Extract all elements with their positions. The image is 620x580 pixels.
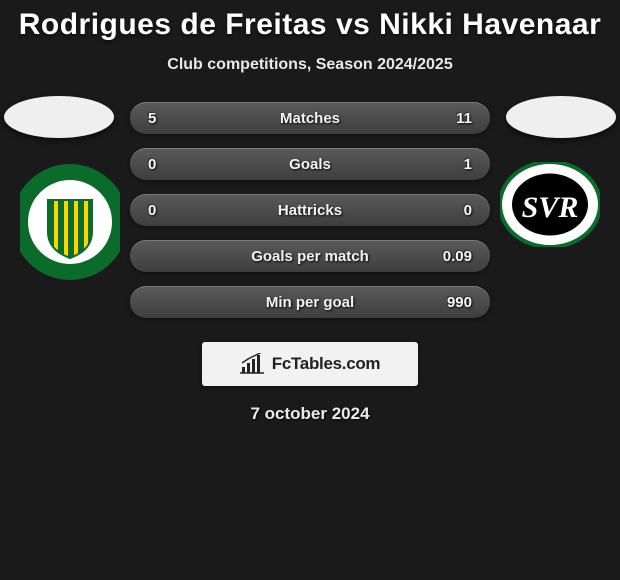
page-title: Rodrigues de Freitas vs Nikki Havenaar xyxy=(0,0,620,42)
stat-left-value: 0 xyxy=(148,156,188,173)
stat-rows: 5 Matches 11 0 Goals 1 0 Hattricks 0 Goa… xyxy=(130,102,490,318)
stat-label: Min per goal xyxy=(188,294,432,311)
stat-right-value: 0.09 xyxy=(432,248,472,265)
stat-right-value: 11 xyxy=(432,110,472,127)
stat-label: Matches xyxy=(188,110,432,127)
club-badge-left: AUSTRIA LUSTENAU xyxy=(20,162,120,282)
stat-row-matches: 5 Matches 11 xyxy=(130,102,490,134)
stat-row-goals-per-match: Goals per match 0.09 xyxy=(130,240,490,272)
svg-text:SVR: SVR xyxy=(522,191,579,224)
stat-label: Goals xyxy=(188,156,432,173)
bar-chart-icon xyxy=(240,353,266,375)
stat-label: Goals per match xyxy=(188,248,432,265)
stat-left-value: 5 xyxy=(148,110,188,127)
comparison-panel: AUSTRIA LUSTENAU SVR 5 Matches xyxy=(0,102,620,424)
footer-brand-box: FcTables.com xyxy=(202,342,418,386)
stat-right-value: 0 xyxy=(432,202,472,219)
stat-left-value: 0 xyxy=(148,202,188,219)
stat-right-value: 1 xyxy=(432,156,472,173)
subtitle: Club competitions, Season 2024/2025 xyxy=(0,56,620,74)
stat-row-min-per-goal: Min per goal 990 xyxy=(130,286,490,318)
player-left-placeholder xyxy=(4,96,114,138)
footer-brand-text: FcTables.com xyxy=(272,354,381,374)
stat-label: Hattricks xyxy=(188,202,432,219)
stat-row-hattricks: 0 Hattricks 0 xyxy=(130,194,490,226)
club-badge-right: SVR xyxy=(500,162,600,247)
date-text: 7 october 2024 xyxy=(0,404,620,424)
stat-row-goals: 0 Goals 1 xyxy=(130,148,490,180)
stat-right-value: 990 xyxy=(432,294,472,311)
player-right-placeholder xyxy=(506,96,616,138)
